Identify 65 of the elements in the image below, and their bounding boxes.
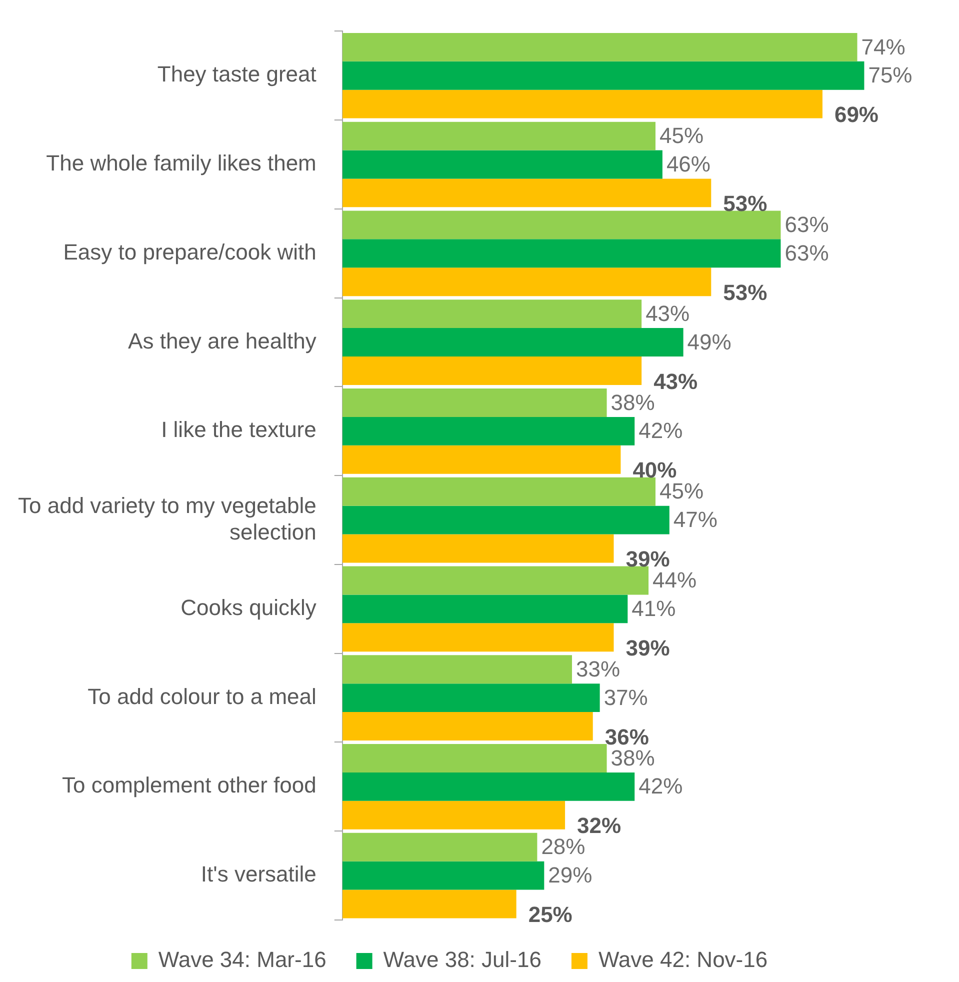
- data-label: 63%: [784, 212, 829, 238]
- data-label: 47%: [673, 507, 718, 532]
- data-label: 53%: [723, 280, 768, 305]
- bar: [342, 800, 566, 830]
- data-label: 42%: [638, 774, 683, 799]
- bar: [342, 210, 781, 240]
- bar: [342, 388, 607, 417]
- bar: [342, 506, 670, 534]
- y-tick-label: Cooks quickly: [180, 594, 316, 620]
- bar: [342, 90, 822, 118]
- data-label: 37%: [604, 684, 648, 710]
- y-tick-label: I like the texture: [161, 417, 316, 442]
- bar: [342, 328, 684, 356]
- bar: [342, 861, 544, 890]
- data-label: 49%: [687, 329, 732, 354]
- data-label: 69%: [834, 102, 879, 128]
- bar: [342, 268, 712, 296]
- y-tick-label: As they are healthy: [128, 328, 316, 354]
- bar: [342, 594, 628, 624]
- bar: [342, 744, 607, 772]
- y-tick-label: It's versatile: [200, 862, 316, 887]
- bar: [342, 712, 593, 740]
- y-tick-label: They taste great: [157, 62, 316, 87]
- bar: [342, 356, 642, 385]
- data-label: 39%: [626, 635, 670, 660]
- legend-label: Wave 42: Nov-16: [598, 947, 768, 972]
- data-label: 25%: [528, 902, 572, 928]
- bar: [342, 150, 662, 179]
- bar: [342, 890, 516, 918]
- data-label: 74%: [861, 34, 906, 60]
- data-label: 38%: [610, 390, 655, 415]
- data-label: 53%: [723, 191, 768, 216]
- data-label: 75%: [868, 62, 912, 88]
- bar: [342, 445, 621, 474]
- bar: [342, 61, 864, 90]
- bar: [342, 32, 858, 62]
- bar: [342, 300, 642, 328]
- bar: [342, 477, 656, 506]
- data-label: 43%: [654, 368, 698, 394]
- y-tick-label: The whole family likes them: [46, 150, 316, 176]
- data-label: 33%: [576, 656, 620, 682]
- bar: [342, 178, 712, 208]
- data-label: 41%: [632, 596, 676, 621]
- legend-label: Wave 38: Jul-16: [383, 947, 542, 972]
- y-tick-label: To complement other food: [62, 772, 316, 798]
- y-tick-label: To add variety to my vegetable selection: [18, 492, 316, 544]
- bar: [342, 239, 781, 268]
- bar: [342, 772, 635, 801]
- bar: [342, 566, 649, 595]
- data-label: 45%: [659, 123, 704, 148]
- bar: [342, 655, 572, 684]
- data-label: 43%: [646, 300, 690, 326]
- bar: [342, 416, 635, 446]
- y-tick-label: Easy to prepare/cook with: [63, 239, 316, 264]
- bar: [342, 623, 614, 652]
- bar: [342, 122, 656, 150]
- bar: [342, 832, 538, 862]
- bar: [342, 684, 600, 712]
- data-label: 42%: [638, 418, 683, 444]
- bar: [342, 534, 614, 563]
- data-label: 46%: [666, 152, 710, 177]
- legend-label: Wave 34: Mar-16: [158, 947, 326, 972]
- data-label: 63%: [784, 240, 829, 266]
- y-tick-label: To add colour to a meal: [88, 684, 316, 709]
- data-label: 29%: [548, 862, 592, 888]
